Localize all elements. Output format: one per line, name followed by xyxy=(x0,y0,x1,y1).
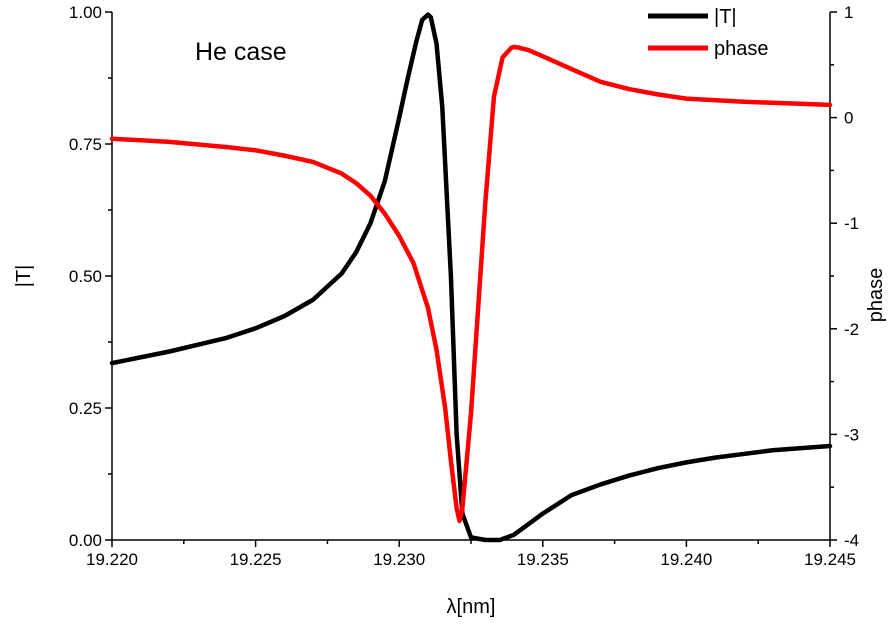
y-right-tick-label: -3 xyxy=(844,425,859,444)
y-left-tick-label: 1.00 xyxy=(69,3,102,22)
y-left-tick-label: 0.50 xyxy=(69,267,102,286)
x-tick-label: 19.240 xyxy=(660,550,712,569)
y-right-tick-label: 0 xyxy=(844,109,853,128)
ticks: 19.220 19.225 19.230 19.235 19.240 19.245 0.00… xyxy=(69,3,859,569)
series-line-T xyxy=(109,12,833,543)
series-line-phase xyxy=(109,44,833,524)
y-right-tick-label: -4 xyxy=(844,531,859,550)
annotation-text: He case xyxy=(195,38,287,66)
legend-label-T: |T| xyxy=(714,6,737,28)
x-tick-label: 19.225 xyxy=(230,550,282,569)
y-left-axis-title: |T| xyxy=(13,265,35,288)
y-right-tick-label: -1 xyxy=(844,214,859,233)
y-right-tick-label: -2 xyxy=(844,320,859,339)
x-tick-label: 19.220 xyxy=(86,550,138,569)
x-tick-label: 19.245 xyxy=(804,550,856,569)
legend: |T| phase xyxy=(648,6,769,60)
series-lines xyxy=(109,12,833,543)
y-left-tick-label: 0.00 xyxy=(69,531,102,550)
x-tick-label: 19.235 xyxy=(517,550,569,569)
x-axis-title: λ[nm] xyxy=(447,596,496,618)
y-right-tick-label: 1 xyxy=(844,3,853,22)
x-tick-label: 19.230 xyxy=(373,550,425,569)
axes xyxy=(111,12,831,541)
y-left-tick-label: 0.75 xyxy=(69,135,102,154)
y-left-tick-label: 0.25 xyxy=(69,399,102,418)
legend-label-phase: phase xyxy=(714,38,769,60)
y-right-axis-title: phase xyxy=(865,268,887,323)
